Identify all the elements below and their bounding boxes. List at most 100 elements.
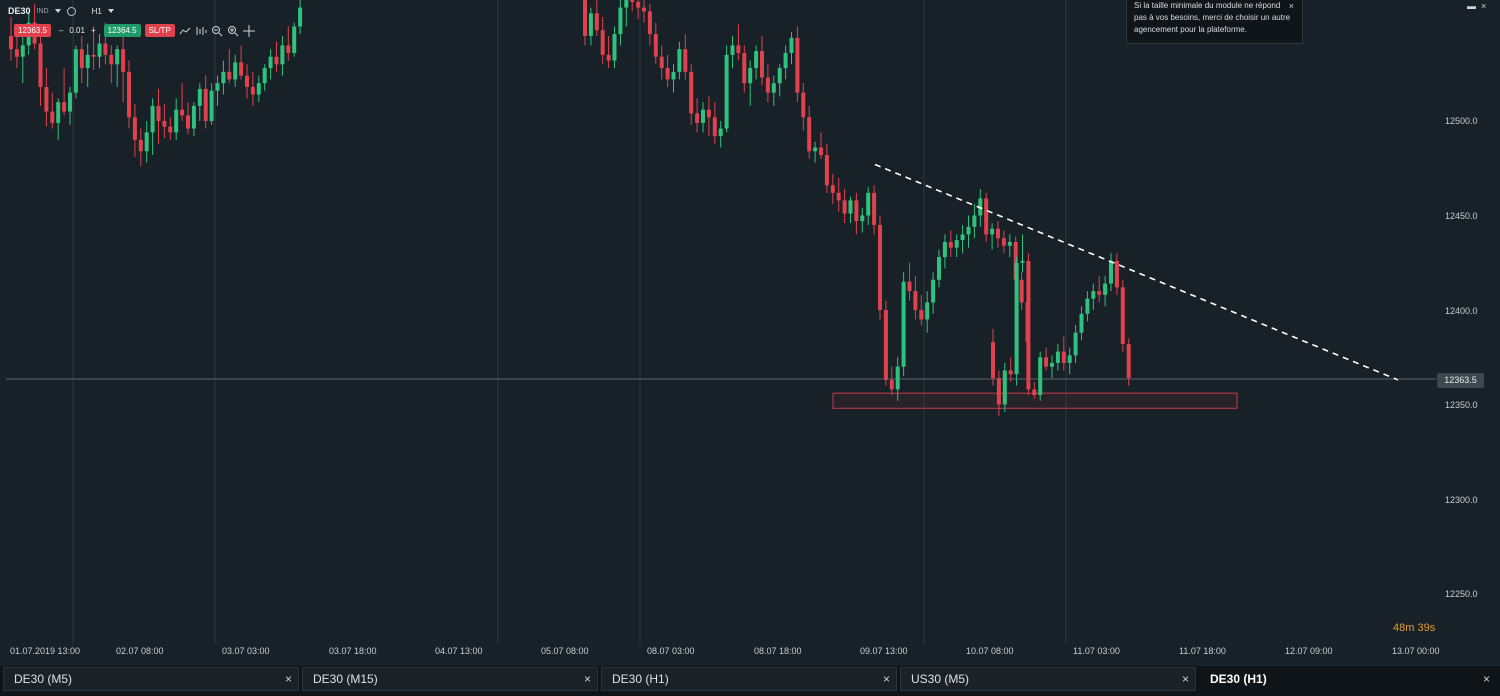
current-price-badge: 12363.5 xyxy=(1437,373,1484,388)
candle xyxy=(239,45,244,80)
chart-area[interactable] xyxy=(0,0,1500,666)
candle xyxy=(878,215,882,320)
candle xyxy=(895,357,900,401)
candle-body-down xyxy=(913,291,918,310)
timeframe-dropdown-icon[interactable] xyxy=(107,9,114,13)
instrument-type: IND xyxy=(36,7,49,15)
candle-body-down xyxy=(842,200,847,214)
support-zone-rectangle[interactable] xyxy=(832,392,1238,409)
candle xyxy=(109,45,114,84)
close-panel-icon[interactable]: × xyxy=(1481,1,1487,11)
candle xyxy=(948,230,953,258)
candle-body-down xyxy=(665,68,670,80)
candle-body-up xyxy=(1073,332,1078,356)
candle-body-down xyxy=(984,198,989,235)
tab-us30-m5[interactable]: US30 (M5) × xyxy=(900,667,1196,691)
candle-body-up xyxy=(990,228,995,235)
volume-value[interactable]: 0.01 xyxy=(69,26,85,35)
x-axis-label: 12.07 09:00 xyxy=(1285,646,1333,656)
candle-body-down xyxy=(919,310,924,320)
candle xyxy=(268,49,273,80)
sltp-button[interactable]: SL/TP xyxy=(144,24,175,37)
tab-de30-m5[interactable]: DE30 (M5) × xyxy=(3,667,299,691)
tab-close-icon[interactable]: × xyxy=(1181,672,1189,686)
candle-body-up xyxy=(618,7,623,35)
candle xyxy=(1114,253,1119,295)
candle xyxy=(913,275,918,320)
tab-de30-m15[interactable]: DE30 (M15) × xyxy=(302,667,598,691)
candle xyxy=(783,45,788,80)
candle xyxy=(883,300,888,386)
candle-body-down xyxy=(836,192,841,201)
volume-plus-button[interactable]: + xyxy=(90,26,96,35)
x-axis-label: 09.07 13:00 xyxy=(860,646,908,656)
candle-body-up xyxy=(777,68,782,84)
candle-body-up xyxy=(813,147,818,152)
candle xyxy=(990,223,995,250)
maximize-panel-icon[interactable]: ▬ xyxy=(1467,1,1476,11)
tab-close-icon[interactable]: × xyxy=(583,672,591,686)
line-chart-icon[interactable] xyxy=(179,25,191,37)
notice-close-button[interactable]: × xyxy=(1288,1,1294,11)
tab-label: DE30 (M15) xyxy=(313,672,378,686)
candle-body-up xyxy=(624,0,629,8)
candle-body-down xyxy=(286,45,291,53)
candle xyxy=(807,105,812,159)
candle xyxy=(624,0,629,27)
volume-minus-button[interactable]: – xyxy=(58,26,64,35)
candle xyxy=(1032,381,1037,399)
candle-body-up xyxy=(256,83,261,95)
timeframe-selector[interactable]: H1 xyxy=(91,6,102,16)
price-chart[interactable] xyxy=(0,0,1500,666)
candle-body-down xyxy=(795,37,800,93)
candle-body-up xyxy=(1079,313,1084,333)
candle-body-down xyxy=(138,139,143,152)
candle-body-up xyxy=(954,240,959,248)
candle-body-down xyxy=(79,49,84,69)
candle xyxy=(50,92,55,129)
candle-body-down xyxy=(647,11,652,35)
zoom-in-icon[interactable] xyxy=(227,25,239,37)
sell-button[interactable]: 12363.5 xyxy=(14,24,51,37)
candle xyxy=(830,173,835,205)
symbol-name[interactable]: DE30 xyxy=(8,6,31,16)
tab-de30-h1-active[interactable]: DE30 (H1) × xyxy=(1199,667,1497,691)
candle xyxy=(73,45,78,99)
candle-body-up xyxy=(783,52,788,69)
candle xyxy=(718,121,723,148)
candle xyxy=(594,0,599,36)
candle xyxy=(62,68,67,116)
candle xyxy=(642,0,646,23)
candle xyxy=(1067,347,1072,375)
candle-body-down xyxy=(991,342,995,379)
resistance-trendline[interactable] xyxy=(874,163,1399,381)
tab-de30-h1[interactable]: DE30 (H1) × xyxy=(601,667,897,691)
candle xyxy=(1008,357,1013,382)
candle xyxy=(866,187,871,225)
candle xyxy=(872,185,877,235)
indicators-icon[interactable] xyxy=(195,25,207,37)
candle-body-down xyxy=(1026,260,1031,390)
candle xyxy=(824,143,829,193)
candle-body-up xyxy=(960,234,965,241)
candle-body-up xyxy=(730,45,735,55)
tab-close-icon[interactable]: × xyxy=(1482,672,1490,686)
zoom-out-icon[interactable] xyxy=(211,25,223,37)
candle-body-up xyxy=(901,281,906,367)
tab-close-icon[interactable]: × xyxy=(284,672,292,686)
tab-close-icon[interactable]: × xyxy=(882,672,890,686)
candle xyxy=(121,34,126,103)
candle xyxy=(1091,283,1096,310)
candle xyxy=(618,0,623,46)
symbol-dropdown-icon[interactable] xyxy=(54,9,61,13)
candle-body-up xyxy=(895,366,900,390)
buy-button[interactable]: 12364.5 xyxy=(103,24,141,37)
candle-body-down xyxy=(872,192,877,225)
candle-body-up xyxy=(292,26,297,53)
crosshair-icon[interactable] xyxy=(242,24,255,37)
candle xyxy=(931,272,936,314)
candle xyxy=(245,64,249,99)
candle xyxy=(630,0,635,12)
clock-icon[interactable] xyxy=(66,6,76,16)
candle xyxy=(1038,351,1043,401)
